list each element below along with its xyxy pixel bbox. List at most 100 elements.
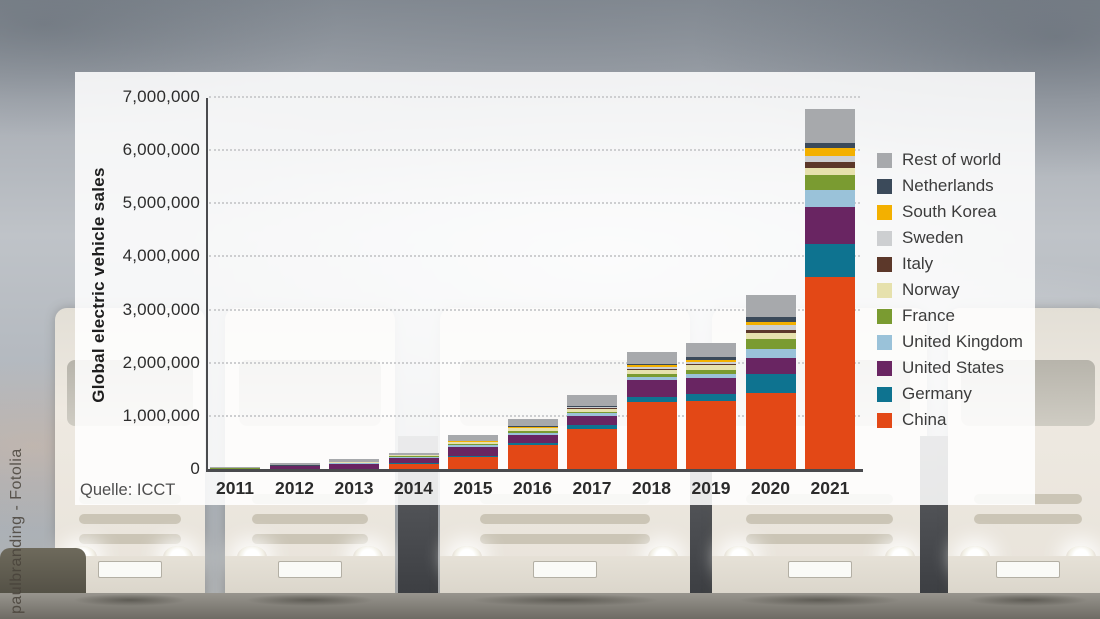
bar-segment-norway: [686, 365, 736, 370]
source-credit: Quelle: ICCT: [80, 481, 176, 499]
bar-segment-united-states: [388, 457, 439, 463]
bar-segment-rest-of-world: [329, 458, 379, 462]
bar-2014: [388, 452, 439, 470]
truck-license-plate: [787, 561, 852, 578]
legend-label: United States: [902, 358, 1005, 377]
legend-label: Sweden: [902, 228, 964, 247]
bar-segment-united-states: [567, 415, 617, 426]
bar-segment-france: [507, 430, 558, 433]
bar-segment-united-kingdom: [686, 373, 736, 378]
legend-label: Norway: [902, 280, 960, 299]
bar-segment-netherlands: [626, 363, 677, 366]
legend-swatch: [877, 204, 892, 220]
legend-label: Germany: [902, 384, 972, 403]
bar-segment-united-states: [745, 358, 796, 374]
bar-segment-rest-of-world: [448, 435, 498, 441]
legend-swatch: [877, 178, 892, 194]
bar-segment-united-states: [329, 463, 379, 469]
legend-label: China: [902, 410, 947, 429]
legend-label: South Korea: [902, 202, 997, 221]
y-tick-label: 3,000,000: [122, 299, 200, 319]
bar-segment-china: [448, 457, 498, 470]
gridline: [209, 361, 860, 364]
bar-segment-china: [507, 444, 558, 470]
bar-segment-norway: [507, 428, 558, 431]
bar-segment-rest-of-world: [210, 467, 260, 469]
bar-2018: [626, 351, 677, 470]
truck-license-plate: [533, 561, 597, 578]
bar-segment-france: [745, 338, 796, 349]
truck-grille: [746, 514, 893, 524]
bar-segment-rest-of-world: [805, 108, 855, 143]
legend-label: France: [902, 306, 955, 325]
bar-segment-germany: [745, 373, 796, 393]
bar-segment-sweden: [626, 367, 677, 370]
x-tick-label: 2020: [751, 478, 790, 498]
bar-2016: [507, 419, 558, 470]
bar-segment-united-states: [805, 206, 855, 245]
bar-segment-united-kingdom: [626, 377, 677, 380]
bar-segment-france: [686, 369, 736, 374]
bar-segment-south-korea: [626, 365, 677, 368]
bar-segment-sweden: [686, 362, 736, 365]
legend-item-rest-of-world: Rest of world: [877, 150, 1023, 169]
x-tick-label: 2018: [632, 478, 671, 498]
bar-segment-norway: [805, 167, 855, 176]
bar-segment-sweden: [567, 407, 617, 409]
bar-segment-sweden: [745, 324, 796, 330]
truck-grille: [252, 534, 368, 544]
bar-segment-united-kingdom: [388, 456, 439, 458]
gridline: [209, 96, 860, 98]
bar-segment-italy: [745, 329, 796, 334]
bar-segment-italy: [805, 161, 855, 168]
legend-item-sweden: Sweden: [877, 228, 1023, 247]
bar-segment-germany: [388, 462, 439, 464]
y-tick-label: 4,000,000: [122, 246, 200, 266]
bar-segment-netherlands: [805, 142, 855, 149]
legend-swatch: [877, 308, 892, 324]
gridline: [209, 308, 860, 311]
y-tick-label: 0: [190, 459, 200, 478]
bar-2019: [686, 343, 736, 470]
legend-swatch: [877, 256, 892, 272]
bar-segment-united-kingdom: [745, 348, 796, 359]
legend-item-netherlands: Netherlands: [877, 176, 1023, 195]
legend-label: United Kingdom: [902, 332, 1023, 351]
photo-credit-watermark: paulbranding - Fotolia: [8, 448, 25, 614]
bar-segment-rest-of-world: [269, 463, 320, 466]
legend-swatch: [877, 334, 892, 350]
bar-segment-germany: [567, 425, 617, 429]
bar-segment-norway: [448, 442, 498, 444]
truck-license-plate: [996, 561, 1060, 578]
gridline: [209, 202, 860, 205]
legend-swatch: [877, 412, 892, 428]
x-axis-tick-labels: 2011 2012 2013 2014 2015 2016 2017 2018 2019 2020…: [207, 478, 907, 502]
x-tick-label: 2021: [810, 478, 850, 498]
y-tick-label: 5,000,000: [122, 193, 200, 213]
bar-segment-china: [745, 392, 796, 470]
bar-segment-south-korea: [686, 359, 736, 363]
truck-grille: [480, 514, 650, 524]
truck-shadow: [225, 592, 395, 608]
bar-segment-united-kingdom: [567, 413, 617, 416]
bar-segment-italy: [686, 364, 736, 366]
legend-swatch: [877, 230, 892, 246]
bar-segment-china: [626, 401, 677, 470]
x-tick-label: 2011: [216, 478, 254, 498]
truck-grille: [746, 534, 893, 544]
bar-segment-sweden: [507, 427, 558, 429]
bar-segment-germany: [686, 393, 736, 401]
y-axis-tick-labels: 0 1,000,000 2,000,000 3,000,000 4,000,000 5,0…: [75, 87, 200, 478]
legend-item-italy: Italy: [877, 254, 1023, 273]
bar-2017: [567, 395, 617, 470]
x-tick-label: 2014: [394, 478, 433, 498]
chart-panel: Global electric vehicle sales 0 1,000,000…: [75, 72, 1035, 505]
truck-grille: [480, 534, 650, 544]
y-tick-label: 2,000,000: [122, 352, 200, 372]
legend-item-united-states: United States: [877, 358, 1023, 377]
bar-2020: [745, 295, 796, 470]
bar-segment-sweden: [805, 155, 855, 162]
legend-swatch: [877, 386, 892, 402]
bar-segment-rest-of-world: [745, 295, 796, 318]
plot-area: [207, 96, 860, 470]
